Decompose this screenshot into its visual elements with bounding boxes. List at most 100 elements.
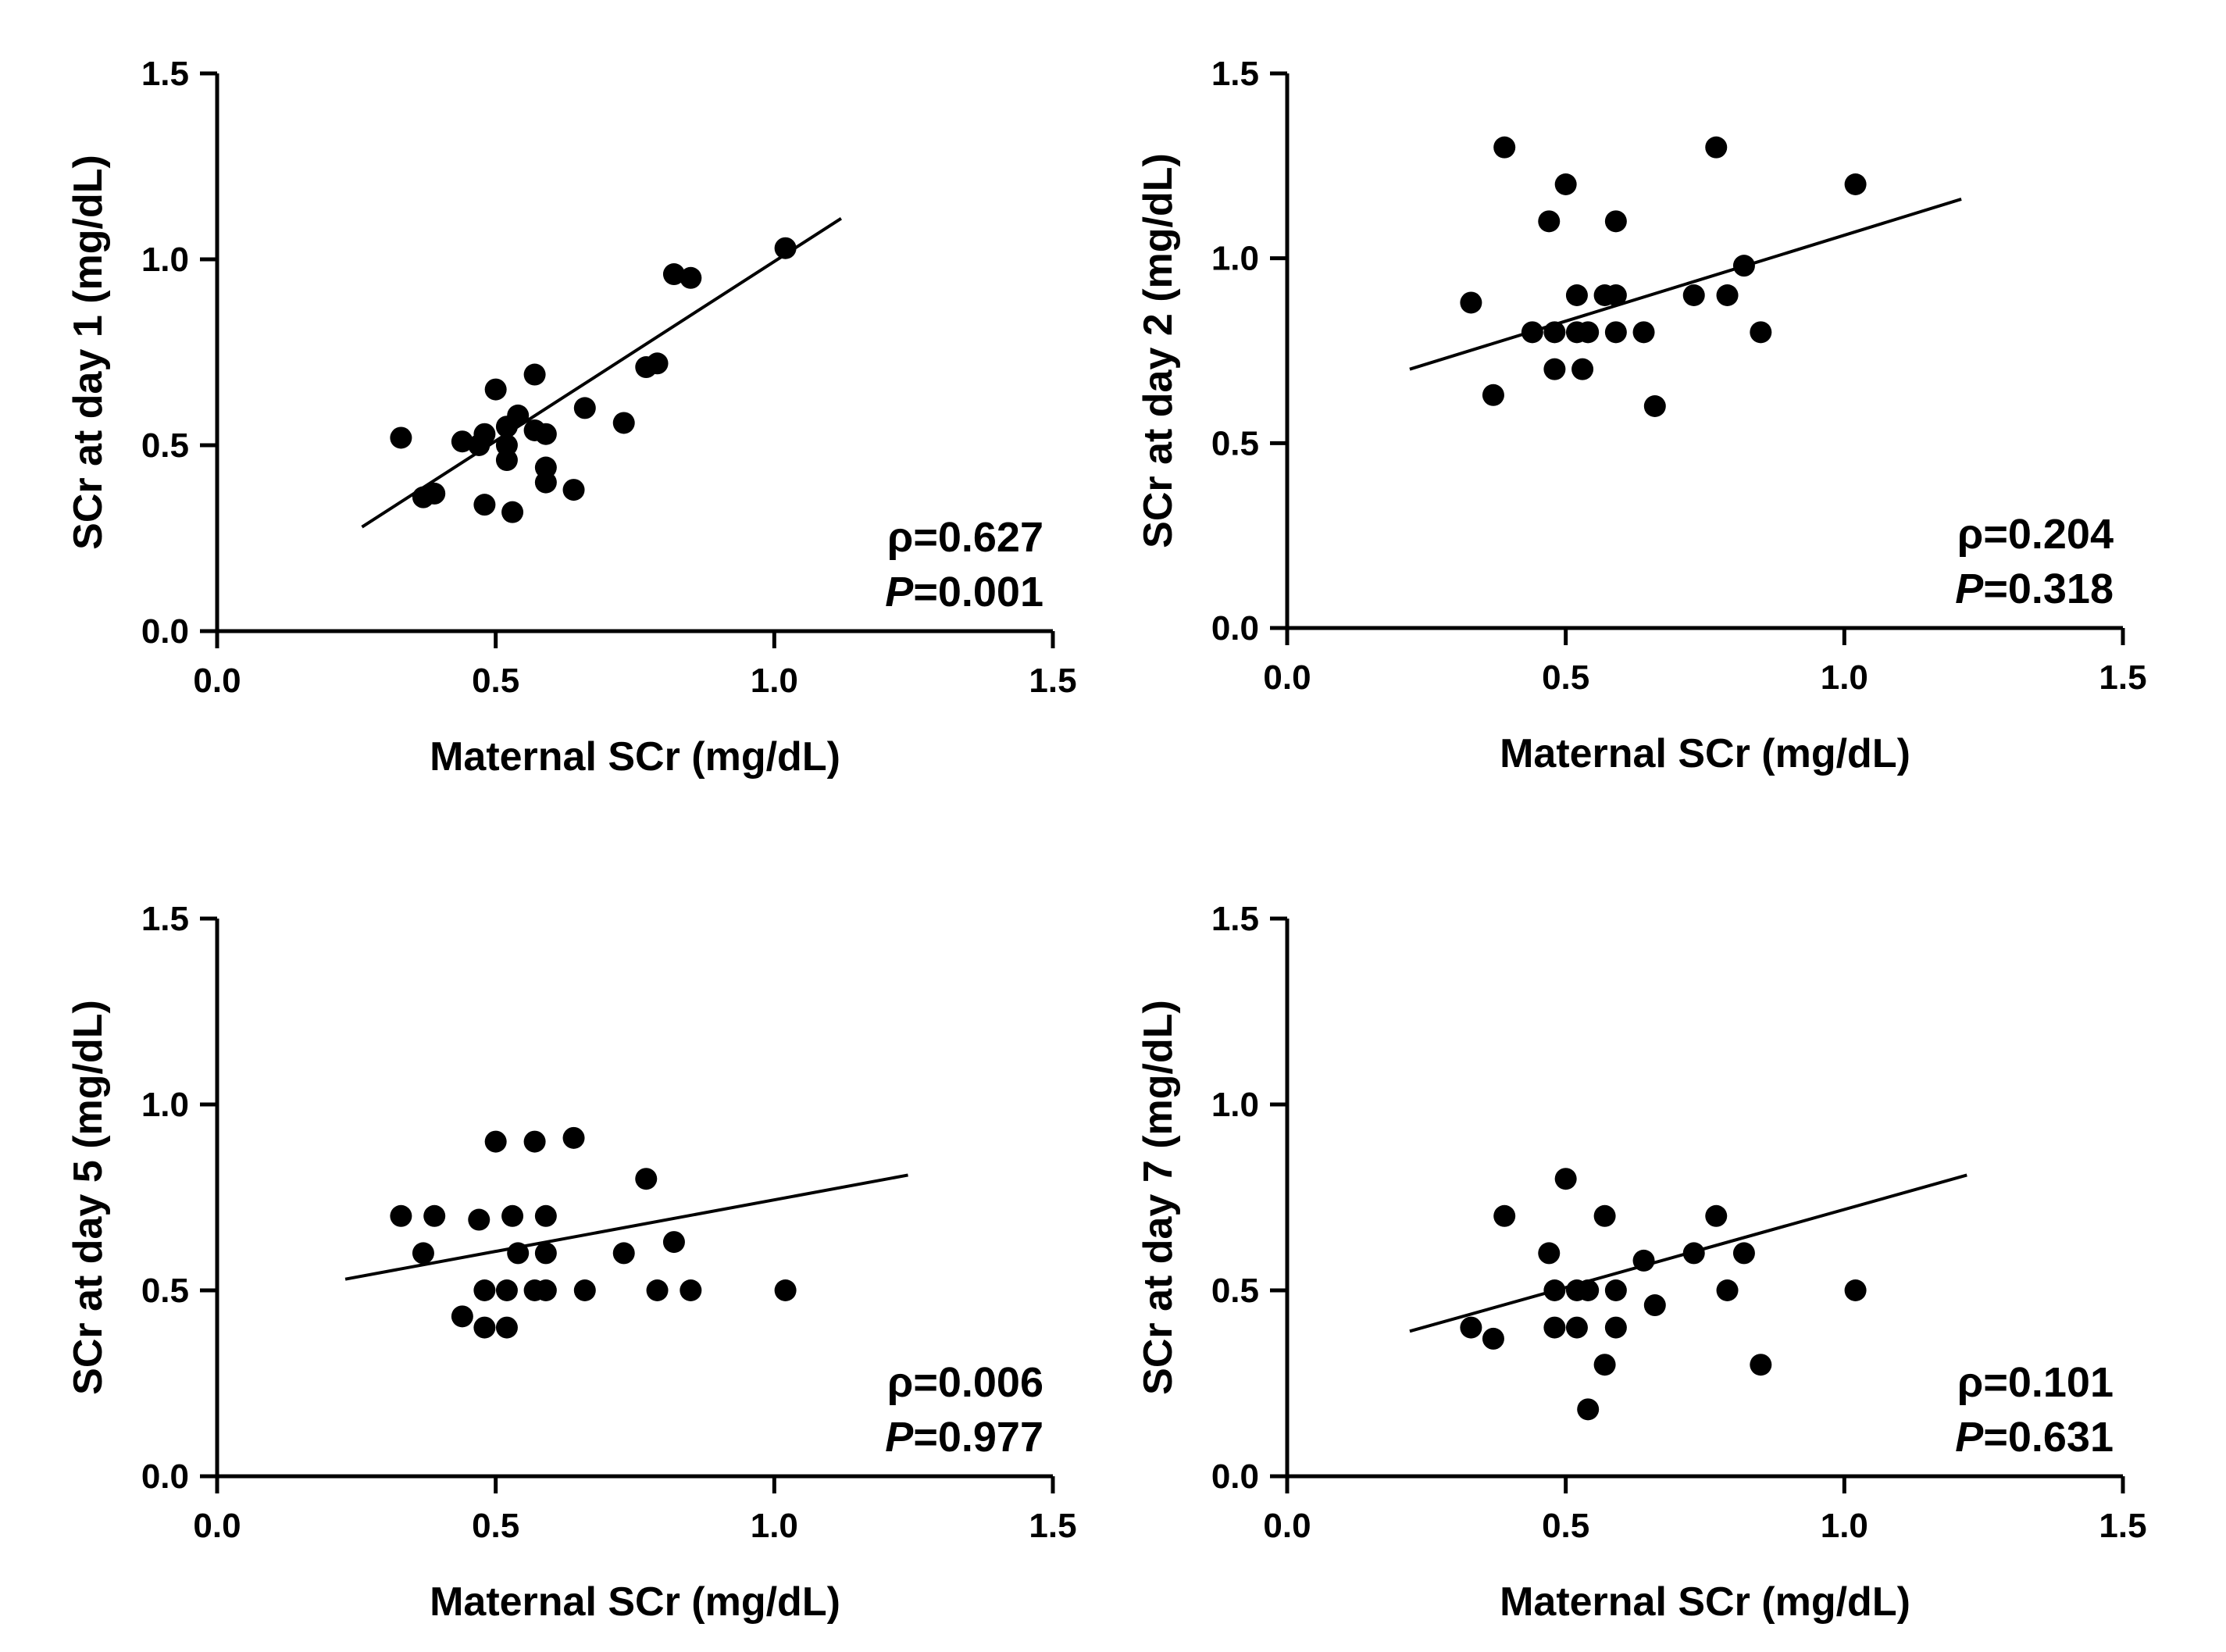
data-point	[495, 1316, 518, 1339]
y-tick-label: 0.5	[1211, 1272, 1259, 1310]
p-value: =0.977	[913, 1414, 1043, 1461]
x-tick-label: 0.0	[193, 1507, 241, 1545]
data-point	[495, 1279, 518, 1301]
data-point	[1643, 1294, 1666, 1317]
data-point	[1844, 1279, 1867, 1301]
x-tick-label: 1.5	[1029, 662, 1076, 700]
data-point	[412, 1242, 434, 1265]
regression-line	[361, 216, 843, 529]
data-point	[1750, 321, 1772, 344]
data-point	[562, 1126, 585, 1149]
x-tick-label: 0.0	[1263, 658, 1311, 697]
p-value-label: P=0.318	[1955, 566, 2114, 612]
data-point	[1577, 1279, 1600, 1301]
data-point	[1493, 136, 1516, 159]
data-point	[523, 363, 546, 386]
data-point	[573, 1279, 596, 1301]
data-point	[484, 1130, 507, 1153]
p-symbol: P	[1955, 1414, 1984, 1461]
y-tick-label: 0.5	[141, 1272, 189, 1310]
regression-line	[344, 1173, 908, 1281]
y-tick-label: 0.0	[1211, 1458, 1259, 1496]
data-point	[1571, 358, 1594, 380]
chart-panel-3: 0.0 0.5 1.0 1.5 0.0 0.5 1.0 1.5 Maternal SCr (mg…	[66, 900, 1077, 1625]
y-tick-label: 1.0	[141, 1086, 189, 1124]
data-point	[1482, 1327, 1504, 1350]
data-point	[1593, 1204, 1616, 1227]
y-tick-label: 1.5	[1211, 900, 1259, 938]
data-point	[507, 404, 530, 426]
x-axis-title: Maternal SCr (mg/dL)	[430, 734, 840, 780]
y-axis-title: SCr at day 5 (mg/dL)	[66, 1000, 111, 1395]
rho-label: ρ=0.204	[1957, 511, 2114, 558]
data-point	[501, 501, 524, 523]
y-tick-label: 1.5	[1211, 55, 1259, 93]
data-point	[1565, 284, 1588, 306]
data-point	[423, 482, 446, 505]
rho-label: ρ=0.627	[887, 514, 1043, 561]
y-tick-label: 0.0	[141, 1458, 189, 1496]
data-point	[1750, 1354, 1772, 1376]
data-point	[635, 1168, 658, 1190]
x-tick-label: 0.5	[472, 662, 519, 700]
x-tick-label: 1.0	[1821, 1507, 1868, 1545]
p-symbol: P	[885, 1414, 914, 1461]
chart-panel-2: 0.0 0.5 1.0 1.5 0.0 0.5 1.0 1.5 Maternal SCr (mg…	[1136, 55, 2147, 776]
data-point	[680, 1279, 702, 1301]
data-point	[646, 1279, 669, 1301]
p-value-label: P=0.001	[885, 569, 1043, 615]
regression-line	[1409, 198, 1962, 371]
x-tick-label: 1.5	[2099, 1507, 2146, 1545]
chart-panel-4: 0.0 0.5 1.0 1.5 0.0 0.5 1.0 1.5 Maternal SCr (mg…	[1136, 900, 2147, 1625]
x-tick-label: 1.5	[2099, 658, 2146, 697]
data-point	[1604, 1316, 1627, 1339]
y-tick-label: 1.0	[1211, 240, 1259, 278]
data-point	[473, 423, 496, 445]
data-point	[523, 1130, 546, 1153]
data-point	[501, 1204, 524, 1227]
p-symbol: P	[885, 569, 914, 615]
chart-panel-1: 0.0 0.5 1.0 1.5 0.0 0.5 1.0 1.5 Maternal SCr (mg…	[66, 55, 1077, 780]
data-point	[1716, 284, 1739, 306]
data-point	[534, 423, 557, 445]
data-point	[774, 237, 797, 259]
data-point	[1705, 136, 1728, 159]
data-point	[473, 1316, 496, 1339]
data-point	[612, 412, 635, 434]
data-point	[662, 263, 685, 286]
data-point	[468, 1208, 491, 1231]
y-axis-title: SCr at day 1 (mg/dL)	[66, 155, 111, 550]
data-point	[390, 1204, 412, 1227]
data-point	[534, 471, 557, 494]
data-point	[1543, 321, 1566, 344]
data-point	[1577, 1398, 1600, 1421]
data-point	[451, 1305, 473, 1328]
x-tick-label: 1.0	[751, 662, 798, 700]
data-point	[534, 1279, 557, 1301]
data-point	[1604, 1279, 1627, 1301]
y-tick-label: 1.0	[1211, 1086, 1259, 1124]
data-point	[1604, 284, 1627, 306]
data-point	[423, 1204, 446, 1227]
data-point	[507, 1242, 530, 1265]
data-point	[1460, 1316, 1482, 1339]
data-point	[1593, 1354, 1616, 1376]
data-point	[1493, 1204, 1516, 1227]
data-point	[1460, 291, 1482, 314]
data-point	[1577, 321, 1600, 344]
x-tick-label: 0.0	[193, 662, 241, 700]
y-tick-label: 1.0	[141, 241, 189, 279]
data-point	[495, 449, 518, 472]
data-point	[1565, 1316, 1588, 1339]
x-tick-label: 1.5	[1029, 1507, 1076, 1545]
data-point	[1844, 173, 1867, 195]
data-point	[1632, 321, 1655, 344]
data-point	[1716, 1279, 1739, 1301]
data-point	[484, 378, 507, 401]
data-point	[612, 1242, 635, 1265]
data-point	[1482, 384, 1504, 406]
data-point	[1604, 210, 1627, 233]
x-tick-label: 0.5	[1542, 658, 1589, 697]
data-point	[1604, 321, 1627, 344]
